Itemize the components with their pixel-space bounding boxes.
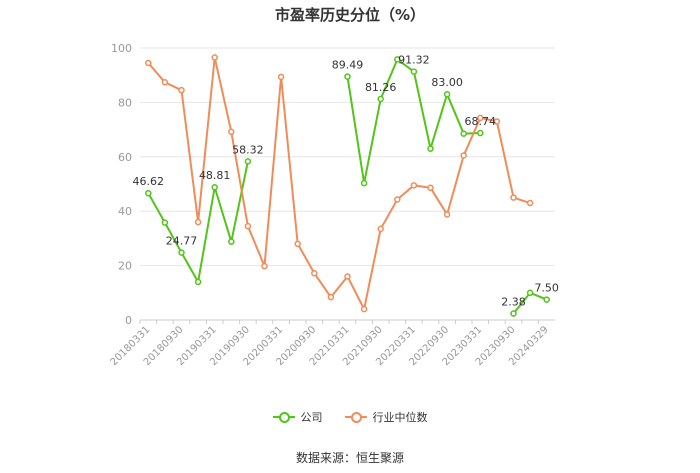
industry-point[interactable] [344, 273, 351, 280]
company-data-label: 46.62 [133, 175, 165, 188]
y-tick-label: 40 [118, 205, 132, 218]
y-tick-label: 0 [125, 314, 132, 327]
company-data-label: 83.00 [431, 76, 463, 89]
company-data-label: 48.81 [199, 169, 231, 182]
y-tick-label: 80 [118, 96, 132, 109]
industry-point[interactable] [327, 293, 335, 301]
company-point[interactable] [228, 238, 235, 245]
company-data-label: 81.26 [365, 81, 397, 94]
y-tick-label: 20 [118, 260, 132, 273]
industry-point[interactable] [211, 54, 218, 61]
legend-item-industry[interactable]: 行业中位数 [344, 409, 428, 425]
company-point[interactable] [510, 310, 517, 317]
industry-point[interactable] [427, 184, 434, 192]
y-tick-label: 60 [118, 151, 132, 164]
company-point[interactable] [145, 189, 152, 197]
company-point[interactable] [194, 278, 202, 286]
industry-point[interactable] [477, 114, 484, 122]
chart-title: 市盈率历史分位（%） [274, 6, 426, 24]
industry-point[interactable] [526, 199, 534, 207]
company-point[interactable] [178, 249, 185, 256]
industry-point[interactable] [244, 222, 252, 230]
industry-point[interactable] [410, 182, 418, 189]
company-data-label: 68.74 [465, 115, 497, 128]
industry-point[interactable] [194, 218, 202, 226]
data-source: 数据来源：恒生聚源 [295, 451, 404, 465]
industry-point[interactable] [277, 73, 285, 81]
company-data-label: 24.77 [166, 235, 198, 248]
company-point[interactable] [344, 73, 351, 80]
company-data-label: 58.32 [232, 143, 264, 156]
company-data-label: 7.50 [534, 282, 559, 295]
company-data-label: 91.32 [398, 54, 430, 67]
legend-item-company[interactable]: 公司 [272, 409, 323, 425]
company-point[interactable] [410, 68, 418, 75]
company-point[interactable] [443, 90, 451, 98]
company-point[interactable] [244, 158, 252, 165]
company-point[interactable] [460, 130, 467, 137]
company-point[interactable] [211, 183, 218, 191]
industry-point[interactable] [460, 152, 467, 159]
company-point[interactable] [543, 296, 550, 303]
industry-point[interactable] [510, 194, 517, 201]
industry-point[interactable] [261, 262, 268, 270]
legend-industry-label: 行业中位数 [372, 411, 428, 424]
company-point[interactable] [477, 129, 484, 137]
y-tick-label: 100 [111, 42, 132, 55]
company-data-label: 2.38 [501, 296, 526, 309]
company-point[interactable] [394, 56, 401, 63]
industry-point[interactable] [228, 128, 235, 136]
industry-point[interactable] [178, 86, 185, 94]
legend-industry-icon [344, 411, 367, 423]
industry-point[interactable] [294, 240, 301, 248]
company-point[interactable] [360, 179, 368, 187]
industry-point[interactable] [360, 305, 368, 313]
industry-point[interactable] [493, 118, 501, 125]
legend-company-icon [272, 411, 295, 423]
industry-point[interactable] [377, 225, 384, 233]
company-point[interactable] [377, 95, 384, 103]
industry-point[interactable] [394, 196, 401, 203]
industry-point[interactable] [443, 211, 451, 218]
company-point[interactable] [161, 219, 169, 226]
industry-point[interactable] [161, 79, 169, 86]
legend-company-label: 公司 [300, 411, 323, 424]
chart-legend: 公司 行业中位数 [0, 409, 700, 425]
industry-point[interactable] [311, 269, 318, 277]
industry-point[interactable] [145, 59, 152, 67]
industry-series-line [147, 57, 531, 313]
company-data-label: 89.49 [332, 59, 364, 72]
company-point[interactable] [526, 289, 534, 297]
company-point[interactable] [427, 145, 434, 152]
